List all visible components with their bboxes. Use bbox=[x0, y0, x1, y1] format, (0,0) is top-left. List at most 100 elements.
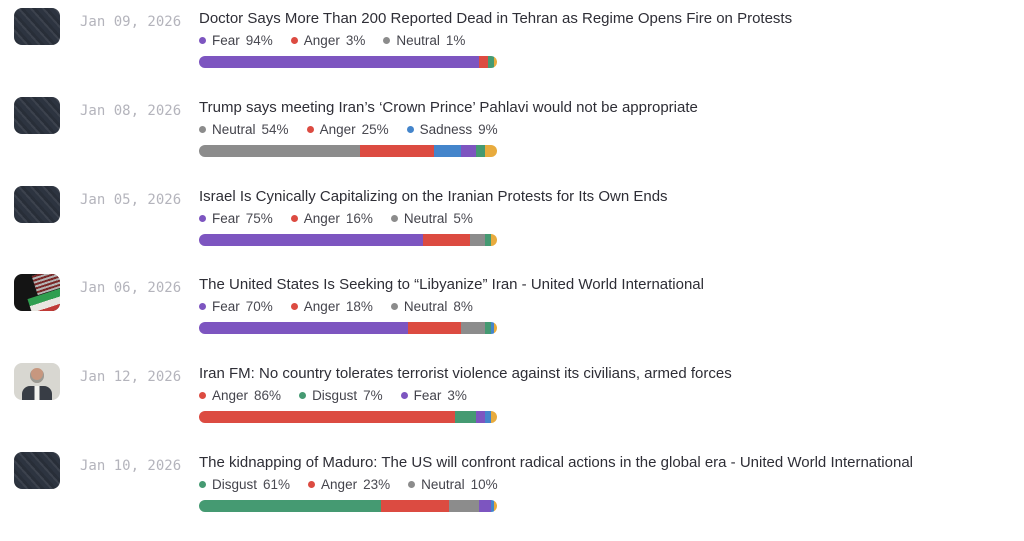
bar-segment-disgust bbox=[455, 411, 477, 424]
legend-percentage: 10% bbox=[470, 476, 498, 492]
legend-percentage: 61% bbox=[263, 476, 291, 492]
legend-label: Fear bbox=[212, 210, 240, 226]
legend-percentage: 8% bbox=[453, 299, 473, 315]
legend-label: Anger bbox=[319, 121, 356, 137]
legend-entry-anger: Anger 16% bbox=[290, 210, 373, 226]
legend-entry-neutral: Neutral 10% bbox=[408, 477, 498, 492]
neutral-dot-icon bbox=[390, 303, 398, 311]
article-thumbnail[interactable] bbox=[14, 451, 60, 489]
bar-segment-disgust bbox=[476, 144, 486, 157]
article-title[interactable]: Trump says meeting Iran’s ‘Crown Prince’… bbox=[199, 98, 698, 116]
legend-label: Anger bbox=[212, 388, 249, 404]
bar-segment-disgust bbox=[488, 56, 494, 68]
emotion-stacked-bar bbox=[199, 411, 497, 424]
legend-percentage: 1% bbox=[445, 33, 466, 48]
bar-segment-neutral bbox=[470, 233, 486, 246]
neutral-dot-icon bbox=[199, 125, 206, 133]
news-item: Jan 10, 2026 The kidnapping of Maduro: T… bbox=[0, 451, 1024, 541]
article-date: Jan 12, 2026 bbox=[80, 369, 182, 386]
emotion-legend: Fear 75% Anger 16% Neutral 5% bbox=[199, 211, 473, 226]
legend-label: Sadness bbox=[419, 121, 473, 137]
legend-percentage: 75% bbox=[245, 210, 273, 226]
legend-entry-fear: Fear 70% bbox=[199, 299, 273, 314]
bar-segment-fear bbox=[199, 233, 423, 246]
legend-percentage: 7% bbox=[363, 388, 383, 404]
bar-segment-fear bbox=[199, 322, 408, 335]
article-thumbnail[interactable] bbox=[14, 8, 60, 45]
bar-segment-sadness bbox=[491, 499, 494, 512]
article-date: Jan 10, 2026 bbox=[80, 457, 182, 474]
legend-label: Fear bbox=[212, 299, 240, 315]
fear-dot-icon bbox=[199, 37, 206, 44]
bar-segment-disgust bbox=[485, 322, 491, 335]
emotion-legend: Neutral 54% Anger 25% Sadness 9% bbox=[199, 122, 498, 137]
legend-entry-anger: Anger 23% bbox=[308, 477, 390, 492]
article-title[interactable]: The United States Is Seeking to “Libyani… bbox=[199, 276, 704, 294]
legend-entry-fear: Fear 94% bbox=[199, 33, 273, 48]
bar-segment-sadness bbox=[485, 411, 492, 424]
article-date: Jan 09, 2026 bbox=[80, 14, 182, 30]
emotion-stacked-bar bbox=[199, 144, 497, 157]
fear-dot-icon bbox=[199, 214, 206, 222]
emotion-legend: Fear 70% Anger 18% Neutral 8% bbox=[199, 299, 473, 314]
legend-entry-neutral: Neutral 54% bbox=[199, 122, 289, 137]
bar-segment-fear bbox=[461, 144, 477, 157]
anger-dot-icon bbox=[199, 392, 206, 400]
legend-percentage: 18% bbox=[345, 299, 373, 315]
emotion-stacked-bar bbox=[199, 56, 497, 68]
legend-label: Anger bbox=[303, 210, 340, 226]
bar-segment-fear bbox=[199, 56, 480, 68]
anger-dot-icon bbox=[290, 37, 298, 44]
anger-dot-icon bbox=[308, 480, 316, 488]
bar-segment-neutral bbox=[199, 144, 360, 157]
legend-percentage: 3% bbox=[447, 388, 467, 404]
legend-percentage: 3% bbox=[345, 33, 366, 48]
legend-entry-disgust: Disgust 61% bbox=[199, 477, 290, 492]
legend-percentage: 86% bbox=[254, 388, 282, 404]
article-title[interactable]: Israel Is Cynically Capitalizing on the … bbox=[199, 187, 668, 205]
legend-label: Fear bbox=[413, 388, 442, 404]
legend-entry-anger: Anger 86% bbox=[199, 388, 281, 403]
legend-entry-anger: Anger 3% bbox=[290, 33, 366, 48]
neutral-dot-icon bbox=[408, 480, 416, 488]
legend-percentage: 54% bbox=[261, 121, 289, 137]
bar-segment-sadness bbox=[434, 144, 462, 157]
article-title[interactable]: Iran FM: No country tolerates terrorist … bbox=[199, 365, 732, 383]
anger-dot-icon bbox=[306, 125, 314, 133]
neutral-dot-icon bbox=[390, 214, 398, 222]
anger-dot-icon bbox=[290, 303, 298, 311]
legend-percentage: 9% bbox=[478, 121, 498, 137]
legend-percentage: 5% bbox=[453, 210, 473, 226]
legend-label: Neutral bbox=[421, 476, 465, 492]
bar-segment-anger bbox=[199, 411, 456, 424]
bar-segment-surprise bbox=[494, 56, 497, 68]
emotion-stacked-bar bbox=[199, 499, 497, 512]
bar-segment-fear bbox=[479, 499, 491, 512]
bar-segment-neutral bbox=[461, 322, 486, 335]
bar-segment-sadness bbox=[491, 322, 494, 335]
bar-segment-anger bbox=[359, 144, 435, 157]
article-title[interactable]: Doctor Says More Than 200 Reported Dead … bbox=[199, 10, 793, 27]
legend-label: Neutral bbox=[396, 33, 440, 48]
emotion-stacked-bar bbox=[199, 233, 497, 246]
emotion-legend: Disgust 61% Anger 23% Neutral 10% bbox=[199, 477, 498, 492]
neutral-dot-icon bbox=[383, 37, 391, 44]
article-thumbnail[interactable] bbox=[14, 185, 60, 223]
legend-percentage: 16% bbox=[345, 210, 373, 226]
article-thumbnail-official-portrait[interactable] bbox=[14, 363, 60, 401]
legend-entry-anger: Anger 25% bbox=[306, 121, 389, 137]
legend-entry-fear: Fear 3% bbox=[400, 388, 467, 404]
bar-segment-anger bbox=[407, 322, 462, 335]
legend-label: Fear bbox=[212, 33, 240, 48]
bar-segment-surprise bbox=[493, 499, 497, 512]
article-title[interactable]: The kidnapping of Maduro: The US will co… bbox=[199, 453, 914, 471]
article-thumbnail-us-iran-flags[interactable] bbox=[14, 274, 60, 312]
article-thumbnail[interactable] bbox=[14, 96, 60, 134]
bar-segment-disgust bbox=[199, 499, 381, 512]
legend-label: Anger bbox=[303, 299, 340, 315]
legend-label: Disgust bbox=[312, 388, 358, 404]
legend-percentage: 94% bbox=[245, 33, 273, 48]
bar-segment-anger bbox=[380, 499, 450, 512]
legend-label: Neutral bbox=[212, 121, 256, 137]
